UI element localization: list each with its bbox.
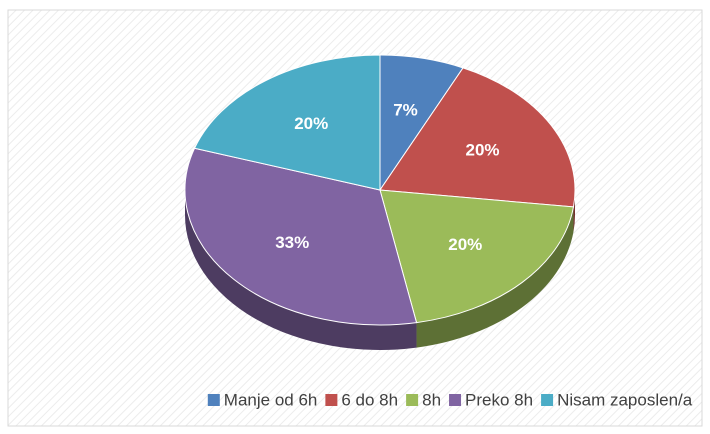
legend-label: Nisam zaposlen/a: [557, 390, 693, 409]
legend-label: Preko 8h: [465, 390, 533, 409]
legend-label: 8h: [422, 390, 441, 409]
slice-side: [185, 190, 417, 350]
data-label: 33%: [275, 233, 309, 252]
slice: [193, 54, 381, 191]
legend-swatch: [207, 394, 220, 406]
legend-label: Manje od 6h: [224, 390, 318, 409]
data-label: 7%: [393, 100, 418, 119]
slice: [379, 189, 575, 324]
data-label: 20%: [448, 235, 482, 254]
slice: [379, 67, 576, 208]
slice-side: [416, 206, 574, 348]
data-label: 20%: [466, 140, 500, 159]
slice: [184, 147, 418, 326]
legend-swatch: [406, 394, 419, 406]
legend-swatch: [325, 394, 338, 406]
legend-label: 6 do 8h: [341, 390, 398, 409]
legend-swatch: [541, 394, 554, 406]
data-label: 20%: [294, 114, 328, 133]
legend-swatch: [449, 394, 462, 406]
